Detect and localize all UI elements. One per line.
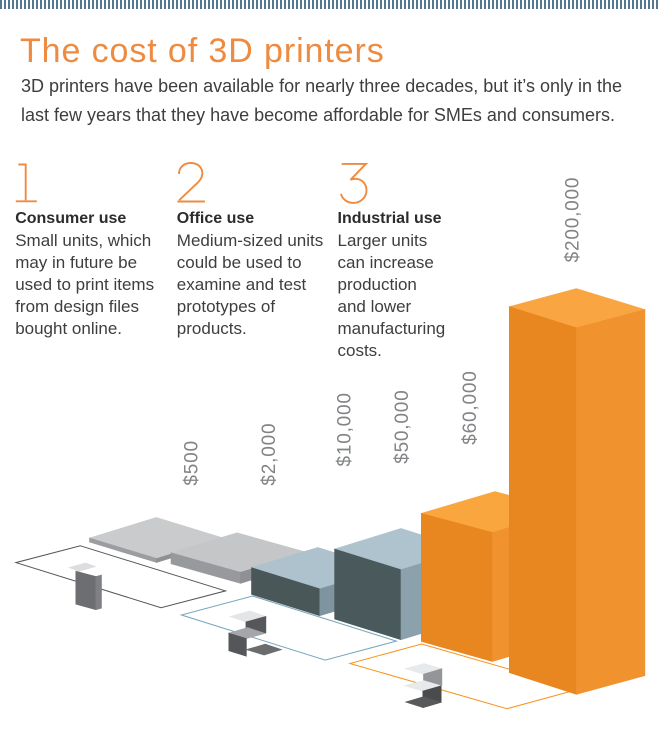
svg-text:$200,000: $200,000 — [562, 177, 583, 263]
svg-text:$60,000: $60,000 — [460, 370, 481, 444]
svg-text:$500: $500 — [182, 440, 203, 485]
svg-text:$10,000: $10,000 — [335, 392, 356, 466]
svg-text:$50,000: $50,000 — [392, 390, 413, 464]
svg-text:$2,000: $2,000 — [259, 423, 280, 486]
